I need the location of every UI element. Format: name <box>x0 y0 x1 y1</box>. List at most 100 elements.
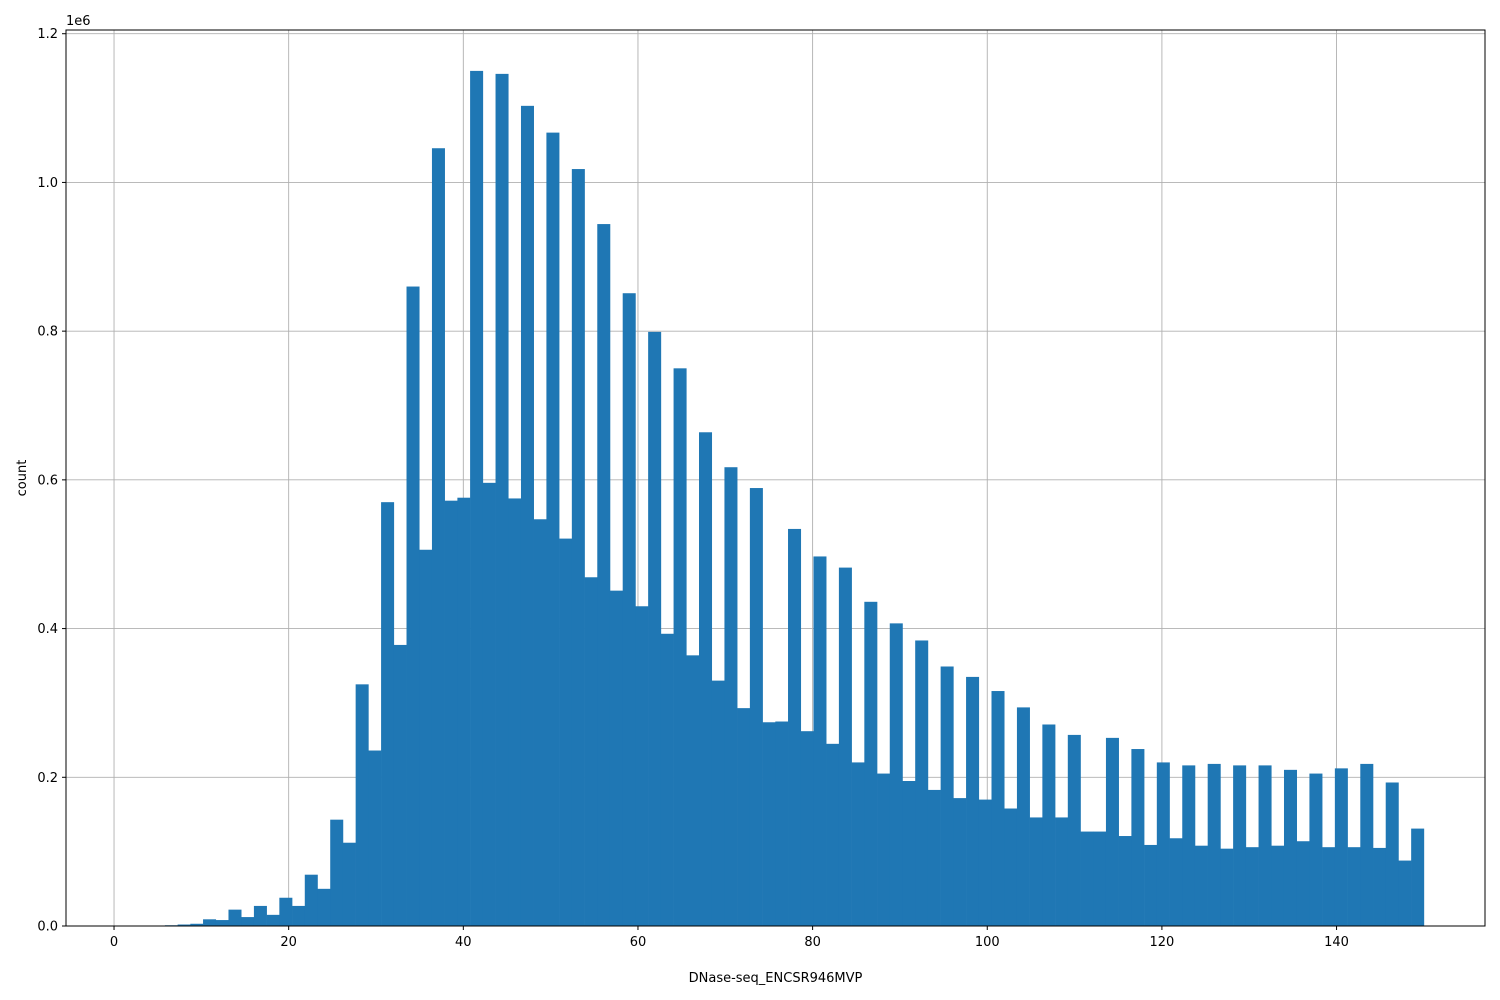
histogram-bar <box>699 432 713 926</box>
histogram-bar <box>622 293 636 926</box>
histogram-bar <box>571 169 585 926</box>
y-tick-label: 0.0 <box>37 920 58 935</box>
y-tick-label: 1.2 <box>37 27 58 42</box>
histogram-bar <box>635 606 649 926</box>
x-tick-label: 100 <box>975 935 1000 950</box>
histogram-bar <box>1055 817 1069 926</box>
histogram-bar <box>800 731 814 926</box>
histogram-bar <box>253 905 267 926</box>
histogram-bar <box>203 919 217 926</box>
x-tick-label: 0 <box>110 935 118 950</box>
histogram-bar <box>864 601 878 926</box>
y-tick-label: 0.8 <box>37 325 58 340</box>
histogram-bar <box>292 905 306 926</box>
histogram-bar <box>1398 860 1412 926</box>
histogram-bar <box>1360 763 1374 926</box>
histogram-bar <box>482 482 496 926</box>
histogram-bar <box>1220 848 1234 926</box>
histogram-bar <box>584 577 598 926</box>
x-tick-label: 80 <box>804 935 821 950</box>
histogram-bar <box>266 914 280 926</box>
histogram-bar <box>902 781 916 926</box>
histogram-bar <box>546 132 560 927</box>
histogram-bar <box>190 923 204 926</box>
y-scale-multiplier: 1e6 <box>66 14 91 29</box>
histogram-bar <box>686 655 700 926</box>
histogram-bar <box>978 799 992 926</box>
histogram-bar <box>431 148 445 926</box>
histogram-bar <box>215 920 229 926</box>
histogram-bar <box>1169 838 1183 926</box>
histogram-bar <box>597 224 611 927</box>
histogram-bar <box>877 773 891 926</box>
histogram-bar <box>927 789 941 926</box>
histogram-bar <box>1296 841 1310 926</box>
histogram-bar <box>279 897 293 926</box>
histogram-bar <box>1004 808 1018 926</box>
x-axis-ticks: 0 20 40 60 80 100 120 140 <box>110 926 1349 950</box>
y-tick-label: 0.2 <box>37 771 58 786</box>
histogram-bar <box>241 917 255 926</box>
histogram-bar <box>393 644 407 926</box>
histogram-bar <box>1411 828 1425 926</box>
histogram-bar <box>1118 836 1132 926</box>
histogram-bar <box>711 680 725 926</box>
histogram-bar <box>444 500 458 926</box>
histogram-bar <box>381 502 395 926</box>
histogram-bar <box>1131 749 1145 926</box>
histogram-bar <box>966 676 980 926</box>
x-axis-label: DNase-seq_ENCSR946MVP <box>689 971 863 986</box>
histogram-bar <box>737 708 751 926</box>
histogram-bar <box>609 590 624 926</box>
histogram-bar <box>1207 763 1221 926</box>
histogram-bar <box>1283 769 1298 926</box>
histogram-bar <box>788 528 802 926</box>
x-tick-label: 120 <box>1149 935 1174 950</box>
histogram-bar <box>1334 768 1348 926</box>
histogram-bar <box>368 750 382 926</box>
histogram-bar <box>1080 831 1094 926</box>
histogram-bar <box>1156 762 1170 926</box>
histogram-bar <box>228 909 242 926</box>
histogram-bar <box>559 538 573 926</box>
histogram-bar <box>1067 734 1081 926</box>
histogram-bar <box>648 331 662 926</box>
histogram-bar <box>991 691 1005 926</box>
histogram-bar <box>1093 831 1107 926</box>
histogram-bar <box>457 497 471 926</box>
histogram-bar <box>1373 847 1387 926</box>
histogram-bar <box>1245 847 1259 926</box>
histogram-bar <box>406 286 420 926</box>
histogram-bar <box>915 640 929 926</box>
histogram-bar <box>177 924 191 926</box>
histogram-bar <box>1029 817 1043 926</box>
histogram-bar <box>342 842 356 926</box>
histogram-bar <box>1016 707 1030 926</box>
axes <box>65 29 1486 927</box>
histogram-bar <box>304 874 318 926</box>
histogram-bar <box>1042 724 1056 926</box>
y-axis-ticks: 0.0 0.2 0.4 0.6 0.8 1.0 1.2 <box>37 27 66 935</box>
histogram-bar <box>1385 782 1399 926</box>
histogram-bars <box>164 70 1425 927</box>
histogram-bar <box>1271 845 1285 926</box>
histogram-bar <box>940 666 954 926</box>
histogram-bar <box>1347 847 1361 926</box>
y-axis-label: count <box>15 460 30 497</box>
x-tick-label: 60 <box>630 935 647 950</box>
histogram-bar <box>826 743 840 926</box>
histogram-bar <box>673 368 687 927</box>
axes-frame <box>65 29 1486 927</box>
histogram-bar <box>1194 845 1208 926</box>
histogram-bar <box>508 498 522 926</box>
histogram-bar <box>533 519 547 926</box>
histogram-bar <box>1258 765 1272 926</box>
histogram-bar <box>775 721 789 926</box>
y-tick-label: 0.6 <box>37 473 58 488</box>
histogram-bar <box>660 633 674 926</box>
histogram-bar <box>520 105 534 926</box>
histogram-bar <box>1322 847 1336 926</box>
x-tick-label: 140 <box>1324 935 1349 950</box>
histogram-bar <box>355 684 369 926</box>
